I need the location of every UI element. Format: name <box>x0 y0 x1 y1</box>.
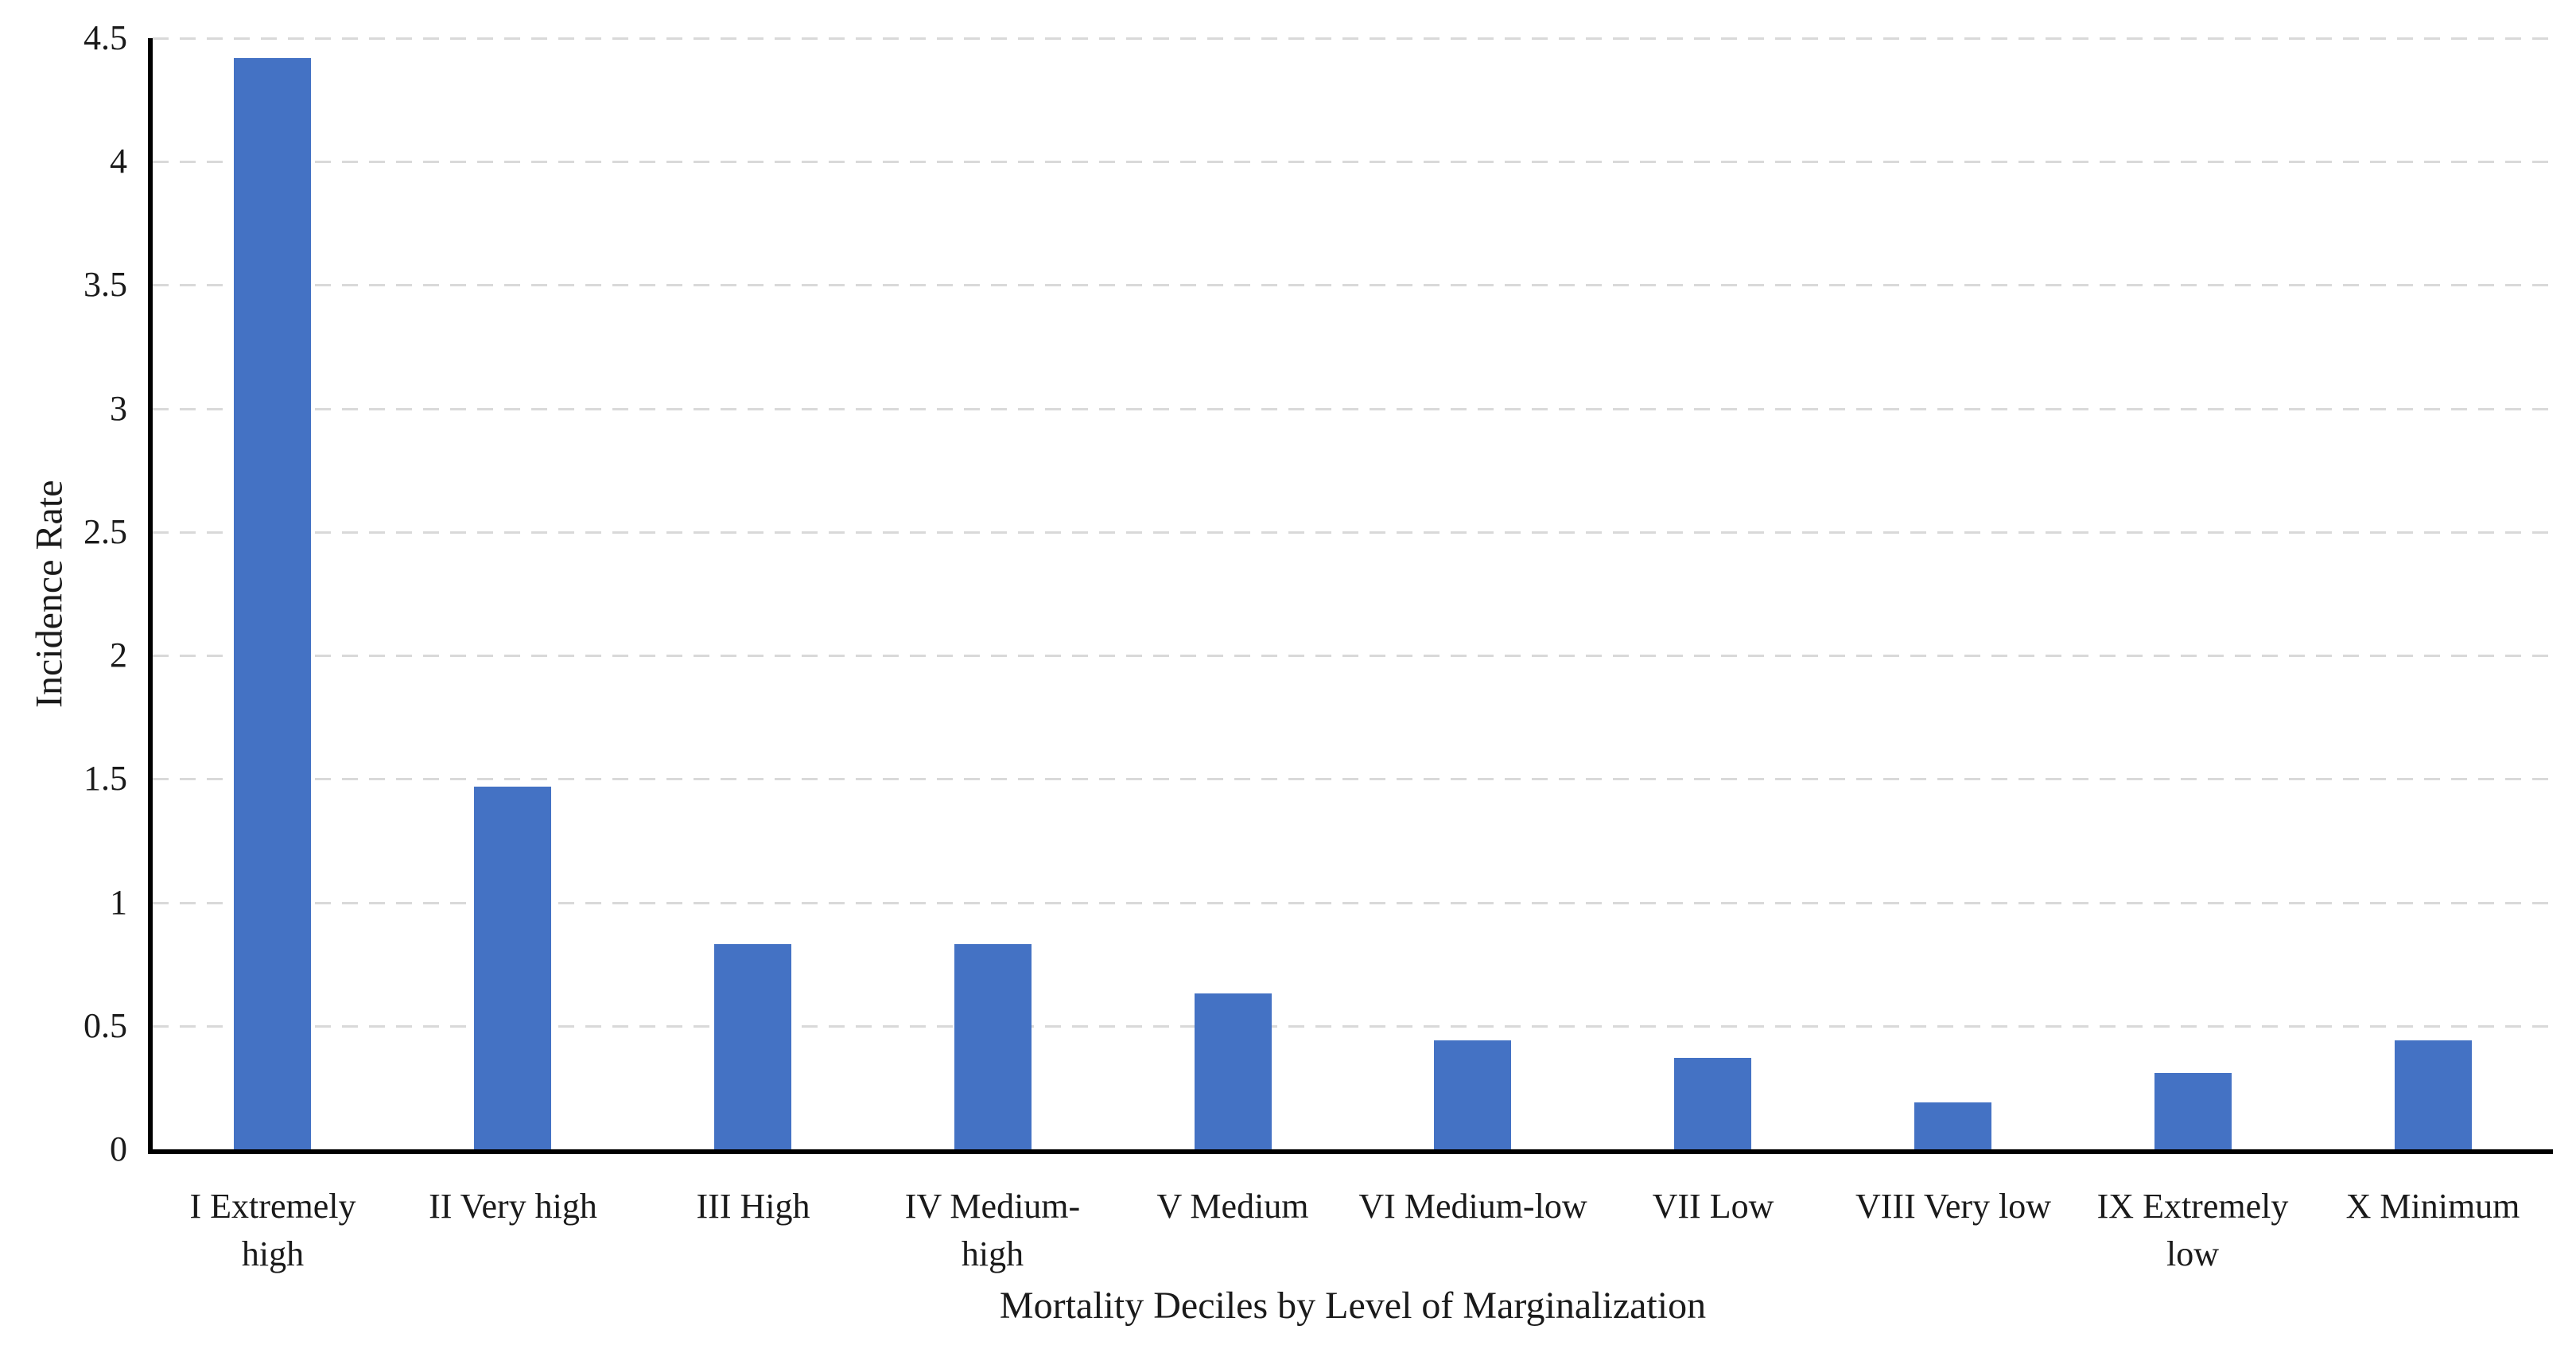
x-category-label: VI Medium-low <box>1358 1187 1587 1226</box>
gridline <box>153 284 2553 287</box>
bar <box>714 944 791 1149</box>
gridline <box>153 901 2553 904</box>
x-category-label: IX Extremely low <box>2096 1187 2289 1273</box>
y-tick-label: 4 <box>110 142 127 181</box>
y-axis-line <box>148 38 153 1154</box>
y-tick-label: 2 <box>110 636 127 675</box>
bar <box>474 787 551 1149</box>
x-category-label: VII Low <box>1652 1187 1774 1226</box>
x-category-label: VIII Very low <box>1855 1187 2052 1226</box>
y-tick-label: 3.5 <box>84 265 127 305</box>
gridline <box>153 407 2553 410</box>
plot-area <box>148 37 2553 1154</box>
y-tick-label: 0.5 <box>84 1005 127 1045</box>
y-tick-label: 1.5 <box>84 759 127 799</box>
y-axis-tick-labels: 0 0.5 1 1.5 2 2.5 3 3.5 4 4.5 <box>0 0 127 1345</box>
x-category-label: V Medium <box>1156 1187 1309 1226</box>
bar <box>1674 1058 1751 1149</box>
x-axis-title: Mortality Deciles by Level of Marginaliz… <box>999 1285 1707 1327</box>
x-category-label: II Very high <box>429 1187 597 1226</box>
bar <box>1434 1040 1511 1149</box>
bar <box>1914 1102 1991 1149</box>
bar <box>2395 1040 2472 1149</box>
bar <box>1195 993 1272 1149</box>
gridline <box>153 778 2553 781</box>
x-category-label: I Extremely high <box>189 1187 356 1273</box>
x-category-label: III High <box>696 1187 810 1226</box>
gridline <box>153 37 2553 40</box>
x-axis-line <box>148 1149 2553 1154</box>
x-axis-category-labels: I Extremely high II Very high III High IV M… <box>153 1183 2553 1294</box>
x-category-label: X Minimum <box>2345 1187 2520 1226</box>
gridline <box>153 655 2553 658</box>
y-tick-label: 0 <box>110 1129 127 1168</box>
y-tick-label: 4.5 <box>84 18 127 57</box>
bar <box>234 58 311 1149</box>
gridline <box>153 1024 2553 1028</box>
gridline <box>153 531 2553 534</box>
bar <box>2154 1073 2232 1149</box>
y-tick-label: 2.5 <box>84 511 127 551</box>
bar <box>954 944 1032 1149</box>
y-tick-label: 1 <box>110 882 127 922</box>
y-tick-label: 3 <box>110 388 127 428</box>
gridline <box>153 161 2553 164</box>
x-category-label: IV Medium- high <box>904 1187 1081 1273</box>
